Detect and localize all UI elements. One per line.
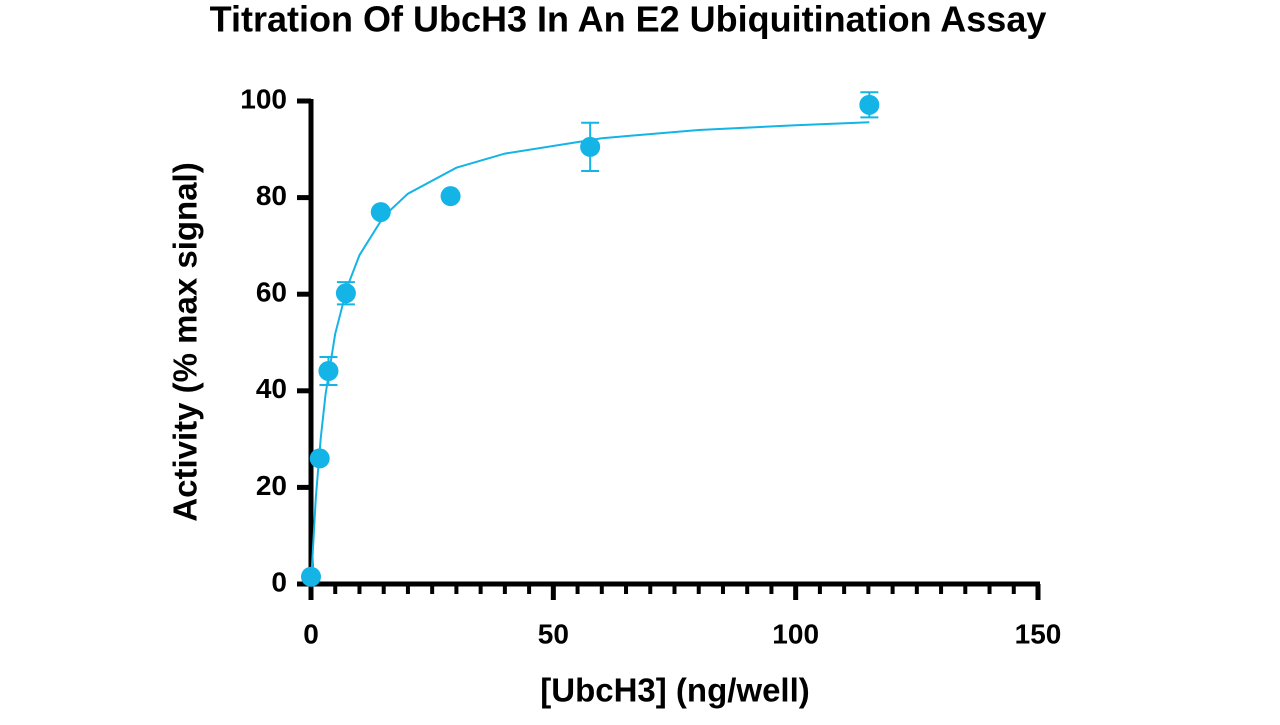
data-point	[859, 94, 880, 115]
y-tick-label: 40	[256, 373, 287, 404]
data-point	[318, 360, 339, 381]
x-axis-label: [UbcH3] (ng/well)	[540, 672, 810, 709]
data-point	[309, 448, 330, 469]
y-tick-label: 20	[256, 470, 287, 501]
fit-curve	[310, 121, 870, 585]
y-tick-label: 80	[256, 180, 287, 211]
data-point	[440, 186, 461, 207]
x-tick-label: 0	[303, 618, 319, 649]
y-tick-label: 60	[256, 277, 287, 308]
y-tick-label: 0	[271, 566, 287, 597]
y-tick-label: 100	[240, 83, 287, 114]
data-point	[370, 202, 391, 223]
x-tick-label: 50	[538, 618, 569, 649]
data-point	[335, 283, 356, 304]
x-tick-label: 100	[772, 618, 819, 649]
chart-title: Titration Of UbcH3 In An E2 Ubiquitinati…	[210, 0, 1047, 40]
data-point	[580, 136, 601, 157]
y-axis-label: Activity (% max signal)	[167, 162, 204, 521]
x-tick-label: 150	[1015, 618, 1062, 649]
data-point	[301, 566, 321, 587]
